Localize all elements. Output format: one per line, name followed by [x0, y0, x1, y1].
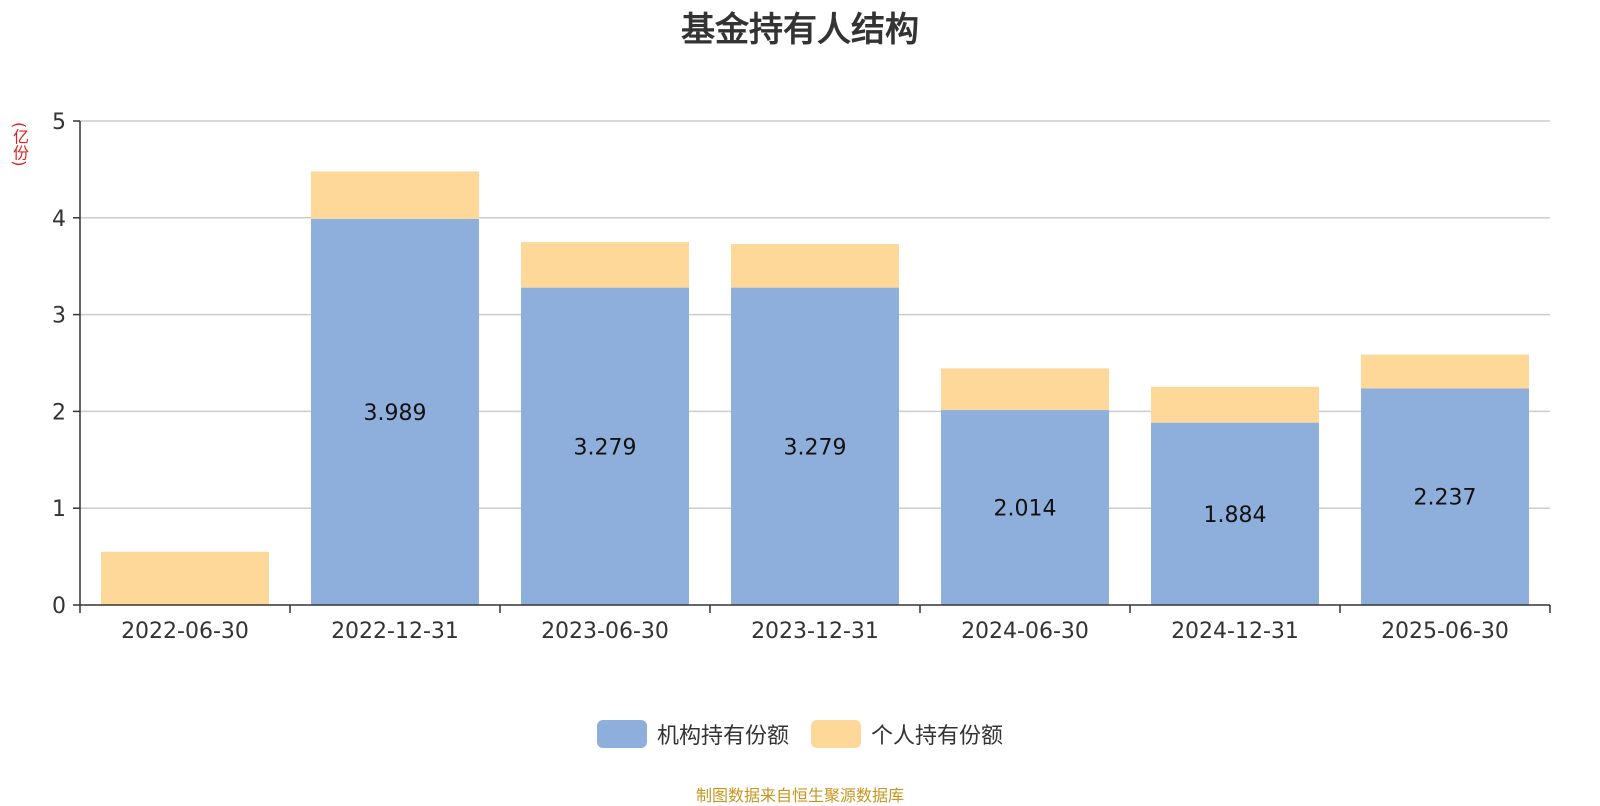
y-tick-label-1: 1	[52, 497, 66, 522]
bar-institution-2022-12-31	[311, 218, 479, 605]
y-axis-unit: (亿份)	[10, 122, 29, 167]
x-tick-label-2023-06-30: 2023-06-30	[541, 619, 669, 644]
bar-individual-2023-12-31	[731, 244, 899, 288]
legend-label-individual: 个人持有份额	[871, 724, 1004, 749]
bar-institution-2024-12-31	[1151, 422, 1319, 605]
y-tick-label-4: 4	[52, 207, 66, 232]
legend-swatch-institution	[596, 720, 647, 748]
data-labels: 3.989 3.279 3.279 2.014 1.884 2.237	[364, 401, 1477, 528]
legend-swatch-individual	[811, 720, 861, 748]
bars	[101, 171, 1529, 605]
bar-individual-2024-06-30	[941, 368, 1109, 411]
bar-institution-2025-06-30	[1361, 388, 1529, 605]
x-tick-label-2022-12-31: 2022-12-31	[331, 619, 459, 644]
data-label-2024-12-31: 1.884	[1204, 503, 1267, 528]
x-tick-label-2025-06-30: 2025-06-30	[1381, 619, 1509, 644]
x-tick-label-2024-06-30: 2024-06-30	[961, 619, 1089, 644]
data-label-2024-06-30: 2.014	[994, 497, 1057, 522]
bar-institution-2024-06-30	[941, 410, 1109, 605]
data-label-2022-12-31: 3.989	[364, 401, 427, 426]
y-tick-label-0: 0	[52, 594, 66, 619]
legend-item-individual[interactable]: 个人持有份额	[811, 718, 1003, 750]
bar-individual-2025-06-30	[1361, 354, 1529, 389]
bar-individual-2023-06-30	[521, 242, 689, 288]
source-note: 制图数据来自恒生聚源数据库	[695, 786, 904, 805]
legend: 机构持有份额 个人持有份额	[0, 718, 1600, 750]
y-tick-label-5: 5	[52, 110, 66, 135]
bar-individual-2024-12-31	[1151, 386, 1319, 423]
axes: 0 1 2 3 4 5 2022-06-30 2022-12-31 2023-06-30 2023…	[52, 110, 1551, 644]
bar-institution-2023-06-30	[521, 287, 689, 605]
stacked-bar-chart: 0 1 2 3 4 5 2022-06-30 2022-12-31 2023-06-30 2023…	[52, 110, 1551, 644]
y-tick-label-2: 2	[52, 400, 66, 425]
bar-institution-2023-12-31	[731, 287, 899, 605]
y-tick-label-3: 3	[52, 304, 66, 329]
bar-individual-2022-06-30	[101, 551, 269, 605]
bar-individual-2022-12-31	[311, 171, 479, 219]
legend-label-institution: 机构持有份额	[656, 724, 789, 749]
chart-title: 基金持有人结构	[681, 10, 919, 50]
x-tick-label-2022-06-30: 2022-06-30	[121, 619, 249, 644]
data-label-2023-06-30: 3.279	[574, 435, 637, 460]
data-label-2025-06-30: 2.237	[1414, 486, 1477, 511]
x-tick-label-2024-12-31: 2024-12-31	[1171, 619, 1299, 644]
legend-item-institution[interactable]: 机构持有份额	[596, 718, 789, 750]
x-tick-label-2023-12-31: 2023-12-31	[751, 619, 879, 644]
data-label-2023-12-31: 3.279	[784, 435, 847, 460]
